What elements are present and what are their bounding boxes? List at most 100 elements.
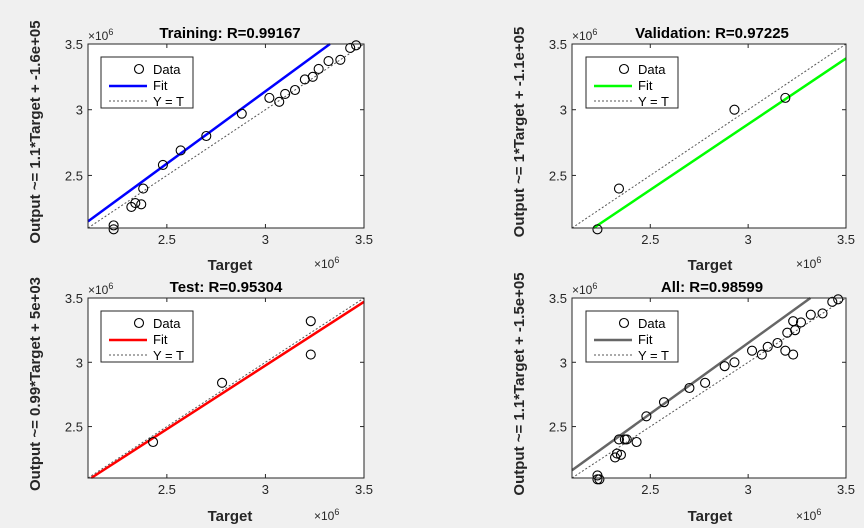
plot-layer: [571, 43, 847, 235]
data-point: [631, 436, 642, 448]
y-tick-label: 2.5: [549, 420, 567, 435]
y-exponent-label: ×106: [88, 27, 113, 43]
data-point: [756, 349, 767, 360]
data-point: [323, 56, 334, 67]
data-point: [136, 199, 147, 210]
y-tick-label: 2.5: [65, 168, 83, 183]
data-point: [700, 377, 711, 388]
data-point: [684, 382, 695, 394]
y-exponent-label: ×106: [572, 281, 597, 297]
x-axis-label: Target: [208, 508, 253, 525]
data-point: [788, 349, 799, 360]
data-point: [611, 448, 623, 459]
y-tick-label: 3: [76, 103, 83, 118]
axes-frame: [571, 297, 847, 479]
x-exponent-label: ×106: [796, 507, 821, 523]
data-point: [305, 316, 316, 327]
legend-data-marker: [133, 63, 145, 75]
plot-layer: [571, 294, 847, 485]
data-point: [772, 337, 783, 349]
data-point: [613, 434, 625, 445]
y-axis-label: Output ~= 1.1*Target + -1.5e+05: [511, 272, 528, 495]
data-point: [747, 345, 758, 356]
ticks-layer: 2.5 3 3.5 2.5 3 3.5: [549, 37, 855, 247]
y-tick-label: 3.5: [549, 291, 567, 306]
x-tick-label: 3: [262, 482, 269, 497]
data-point: [108, 220, 119, 231]
test-panel: 2.5 3 3.5 2.5 3 3.5 Test: R=0.95304 Target Ou…: [27, 277, 373, 525]
y-tick-label: 3: [560, 103, 567, 118]
ticks-layer: 2.5 3 3.5 2.5 3 3.5: [549, 291, 855, 497]
legend-data-marker: [618, 317, 630, 329]
identity-line: [571, 43, 847, 229]
data-point: [217, 377, 228, 388]
data-point: [130, 197, 141, 209]
chart-title: Training: R=0.99167: [159, 25, 300, 42]
data-point: [615, 449, 626, 460]
data-point: [264, 92, 275, 103]
plot-layer: [87, 297, 365, 480]
y-tick-label: 3.5: [549, 37, 567, 52]
data-point: [335, 54, 346, 65]
y-axis-label: Output ~= 1*Target + -1.1e+05: [511, 27, 528, 238]
data-point: [780, 345, 791, 356]
legend-fit-label: Fit: [638, 332, 653, 347]
x-exponent-label: ×106: [314, 255, 339, 271]
identity-line: [87, 43, 365, 229]
data-point: [762, 341, 773, 352]
x-tick-label: 2.5: [158, 232, 176, 247]
plot-layer: [87, 40, 365, 235]
data-point: [719, 361, 730, 372]
legend-data-label: Data: [638, 62, 666, 77]
legend-fit-label: Fit: [153, 78, 168, 93]
axes-frame: [571, 43, 847, 229]
chart-title: All: R=0.98599: [661, 279, 763, 296]
identity-line: [571, 297, 847, 479]
y-tick-label: 3.5: [65, 291, 83, 306]
x-tick-label: 3: [262, 232, 269, 247]
data-point: [289, 84, 301, 96]
data-point: [805, 309, 816, 320]
data-point: [175, 145, 186, 156]
data-point: [658, 397, 670, 408]
data-point: [592, 224, 603, 235]
x-exponent-label: ×106: [314, 507, 339, 523]
x-tick-label: 2.5: [641, 232, 659, 247]
legend: Data Fit Y = T: [100, 310, 194, 363]
legend-box: [585, 56, 679, 109]
x-exponent-label: ×106: [796, 255, 821, 271]
data-point: [621, 434, 632, 445]
fit-line: [90, 300, 365, 480]
legend-data-label: Data: [153, 316, 181, 331]
data-point: [345, 42, 356, 53]
x-tick-label: 3: [745, 232, 752, 247]
identity-line: [87, 297, 365, 479]
legend: Data Fit Y = T: [585, 56, 679, 109]
data-point: [313, 63, 324, 75]
legend-box: [100, 310, 194, 363]
chart-title: Test: R=0.95304: [170, 279, 283, 296]
data-point: [280, 88, 291, 99]
x-axis-label: Target: [208, 257, 253, 274]
y-tick-label: 2.5: [65, 420, 83, 435]
y-tick-label: 2.5: [549, 168, 567, 183]
data-point: [790, 325, 801, 336]
chart-title: Validation: R=0.97225: [635, 25, 789, 42]
x-tick-label: 3.5: [355, 232, 373, 247]
data-point: [157, 159, 168, 170]
data-point: [780, 92, 791, 103]
legend-data-label: Data: [638, 316, 666, 331]
data-point: [594, 474, 605, 485]
legend-box: [585, 310, 679, 363]
legend-data-label: Data: [153, 62, 181, 77]
y-axis-label: Output ~= 0.99*Target + 5e+03: [27, 277, 44, 491]
data-point: [201, 130, 212, 142]
data-point: [307, 71, 318, 82]
data-point: [274, 96, 285, 107]
data-point: [236, 108, 247, 119]
x-tick-label: 3.5: [837, 482, 855, 497]
x-tick-label: 3.5: [355, 482, 373, 497]
data-point: [729, 357, 740, 368]
data-point: [827, 296, 838, 307]
data-point: [613, 183, 625, 194]
